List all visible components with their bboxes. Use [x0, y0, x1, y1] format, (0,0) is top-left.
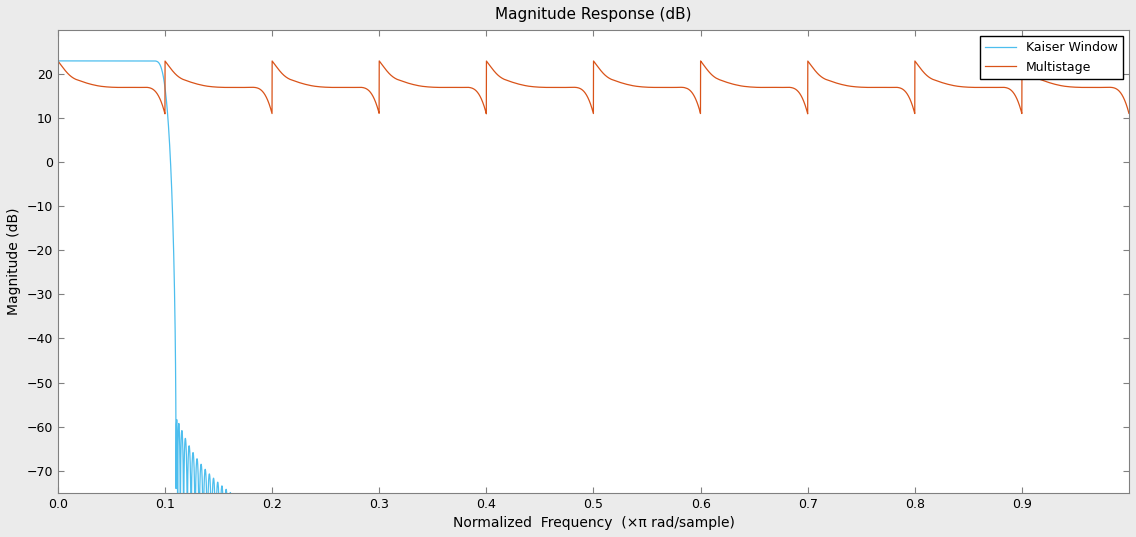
Kaiser Window — [51, 57, 65, 64]
Y-axis label: Magnitude (dB): Magnitude (dB) — [7, 208, 20, 315]
Line: Kaiser Window: Kaiser Window — [58, 61, 1129, 514]
Line: Multistage: Multistage — [58, 61, 1129, 114]
Legend: Kaiser Window, Multistage: Kaiser Window, Multistage — [979, 37, 1122, 78]
Kaiser Window — [69, 57, 83, 64]
X-axis label: Normalized  Frequency  (×π rad/sample): Normalized Frequency (×π rad/sample) — [452, 516, 734, 530]
Kaiser Window — [119, 57, 133, 64]
Multistage — [1122, 110, 1136, 117]
Multistage — [51, 57, 65, 64]
Kaiser Window — [1122, 511, 1136, 518]
Kaiser Window — [147, 57, 160, 64]
Title: Magnitude Response (dB): Magnitude Response (dB) — [495, 7, 692, 22]
Kaiser Window — [170, 511, 184, 518]
Kaiser Window — [824, 511, 837, 518]
Multistage — [69, 76, 83, 83]
Multistage — [833, 81, 846, 87]
Multistage — [119, 84, 133, 91]
Multistage — [1006, 90, 1020, 97]
Kaiser Window — [1008, 511, 1021, 518]
Multistage — [824, 78, 837, 84]
Kaiser Window — [833, 511, 846, 518]
Kaiser Window — [765, 511, 778, 518]
Multistage — [765, 84, 778, 91]
Multistage — [158, 111, 172, 117]
